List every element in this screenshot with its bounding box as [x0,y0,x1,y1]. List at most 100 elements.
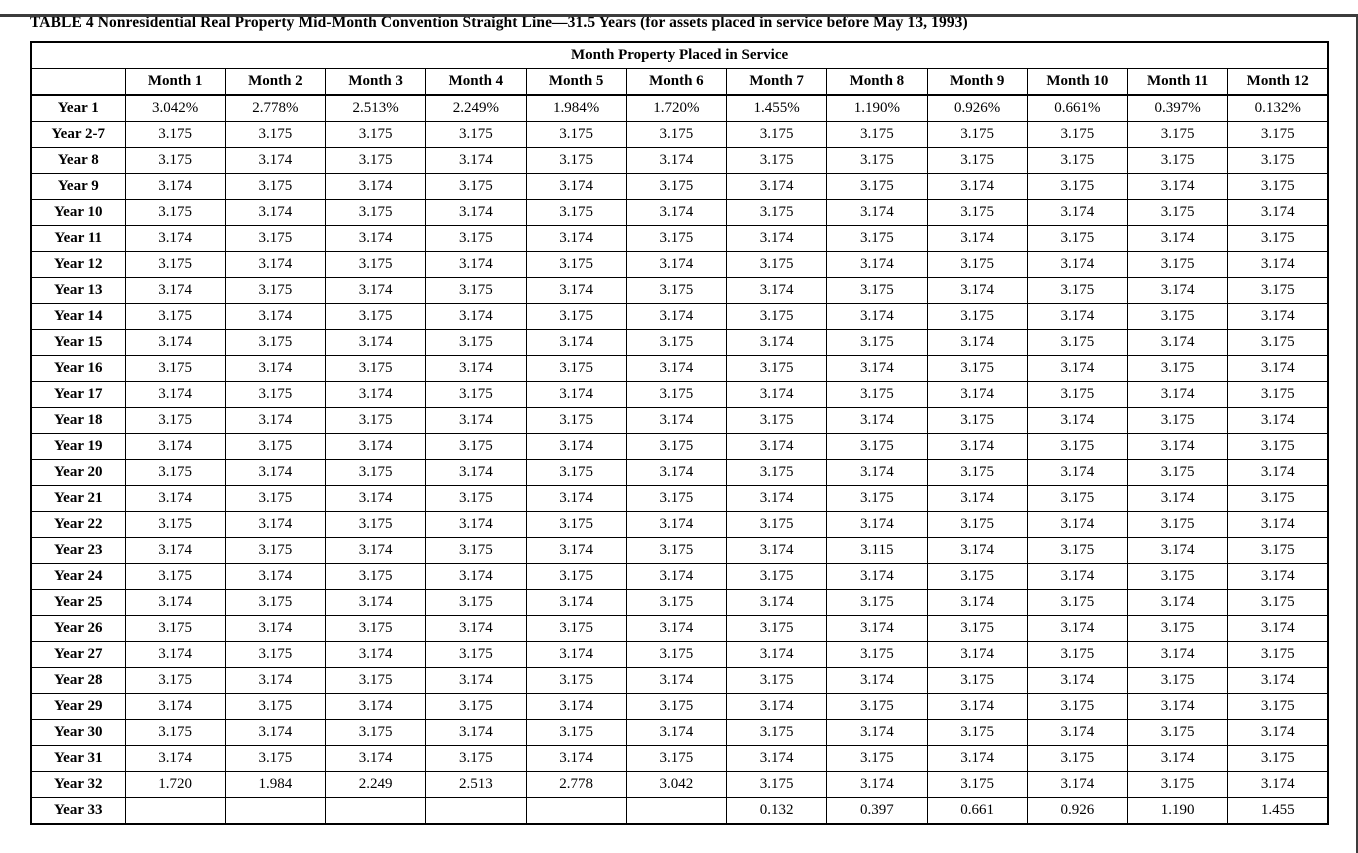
value-cell: 3.175 [324,303,427,330]
value-cell: 3.175 [1227,329,1329,356]
value-cell: 3.174 [926,329,1028,356]
value-cell: 3.175 [625,745,728,772]
value-cell: 3.174 [1126,485,1229,512]
value-cell: 3.042 [625,771,728,798]
row-label: Year 30 [30,719,126,746]
value-cell: 3.174 [224,147,327,174]
value-cell: 3.174 [425,355,527,382]
value-cell: 3.174 [324,485,427,512]
value-cell: 3.174 [224,667,327,694]
value-cell: 3.175 [1126,303,1229,330]
value-cell: 3.175 [224,641,327,668]
value-cell: 3.174 [1026,251,1129,278]
value-cell: 3.174 [124,277,226,304]
value-cell: 3.175 [224,121,327,148]
value-cell: 2.249 [324,771,427,798]
value-cell: 3.175 [725,459,828,486]
value-cell: 3.175 [425,173,527,200]
value-cell: 3.175 [124,511,226,538]
value-cell: 3.174 [625,459,728,486]
value-cell: 3.175 [1026,147,1129,174]
row-label: Year 13 [30,277,126,304]
value-cell: 3.174 [324,329,427,356]
value-cell: 3.175 [124,251,226,278]
value-cell: 3.174 [826,407,928,434]
value-cell: 3.175 [1026,225,1129,252]
value-cell: 3.174 [425,615,527,642]
value-cell: 3.174 [826,615,928,642]
value-cell: 3.174 [525,277,627,304]
value-cell: 3.175 [224,173,327,200]
value-cell: 3.174 [425,667,527,694]
value-cell: 3.175 [1026,641,1129,668]
value-cell: 3.174 [826,459,928,486]
month-header: Month 7 [725,68,828,96]
value-cell: 3.175 [625,381,728,408]
value-cell: 3.175 [124,719,226,746]
value-cell: 1.720% [625,94,728,122]
value-cell: 3.175 [725,511,828,538]
value-cell: 3.175 [826,589,928,616]
value-cell: 3.174 [1026,199,1129,226]
value-cell: 3.175 [625,693,728,720]
table-row: Year 9 3.174 3.175 3.174 3.175 3.174 3.175 3.17… [30,173,1329,200]
value-cell: 3.174 [324,745,427,772]
value-cell: 3.175 [926,563,1028,590]
value-cell: 3.174 [324,537,427,564]
value-cell: 2.513% [324,94,427,122]
value-cell: 0.132% [1227,94,1329,122]
value-cell: 3.175 [625,537,728,564]
value-cell: 3.175 [1227,641,1329,668]
value-cell: 3.174 [525,485,627,512]
value-cell: 3.174 [725,277,828,304]
value-cell: 3.174 [525,329,627,356]
value-cell: 3.174 [124,693,226,720]
table-row: Year 32 1.720 1.984 2.249 2.513 2.778 3.042 3.1… [30,771,1329,798]
value-cell: 3.174 [525,381,627,408]
table-row: Year 10 3.175 3.174 3.175 3.174 3.175 3.174 3.1… [30,199,1329,226]
value-cell: 3.175 [1227,381,1329,408]
value-cell: 3.175 [224,745,327,772]
value-cell: 3.174 [1227,199,1329,226]
value-cell: 3.175 [324,199,427,226]
value-cell: 3.175 [625,433,728,460]
value-cell: 3.175 [425,589,527,616]
value-cell: 3.175 [1227,173,1329,200]
value-cell: 3.174 [826,771,928,798]
value-cell: 3.175 [926,459,1028,486]
value-cell: 2.778% [224,94,327,122]
month-header: Month 8 [826,68,928,96]
value-cell: 3.175 [926,719,1028,746]
table-row: Year 1 3.042% 2.778% 2.513% 2.249% 1.984% 1.72… [30,94,1329,122]
value-cell: 3.174 [1227,303,1329,330]
value-cell: 0.132 [725,797,828,825]
value-cell: 3.175 [525,563,627,590]
row-label: Year 19 [30,433,126,460]
value-cell: 1.984 [224,771,327,798]
value-cell: 3.175 [1126,355,1229,382]
value-cell: 3.175 [625,225,728,252]
table-row: Year 18 3.175 3.174 3.175 3.174 3.175 3.174 3.1… [30,407,1329,434]
value-cell: 3.174 [1126,173,1229,200]
value-cell: 3.175 [1126,251,1229,278]
value-cell: 3.174 [625,667,728,694]
value-cell: 3.175 [1227,121,1329,148]
value-cell: 3.174 [1227,667,1329,694]
value-cell: 3.175 [725,771,828,798]
table-row: Year 20 3.175 3.174 3.175 3.174 3.175 3.174 3.1… [30,459,1329,486]
value-cell: 3.175 [826,433,928,460]
value-cell: 3.174 [1026,355,1129,382]
value-cell: 3.174 [525,537,627,564]
table-row: Year 15 3.174 3.175 3.174 3.175 3.174 3.175 3.1… [30,329,1329,356]
depreciation-table: Month Property Placed in Service Month 1… [30,41,1330,825]
value-cell: 3.174 [525,173,627,200]
value-cell: 3.174 [124,329,226,356]
value-cell: 3.175 [1026,485,1129,512]
value-cell: 3.174 [224,719,327,746]
screen-right-edge [1356,14,1358,853]
value-cell: 3.174 [224,251,327,278]
value-cell: 3.175 [1126,121,1229,148]
row-label: Year 33 [30,797,126,825]
value-cell: 0.661% [1026,94,1129,122]
value-cell: 3.175 [625,121,728,148]
